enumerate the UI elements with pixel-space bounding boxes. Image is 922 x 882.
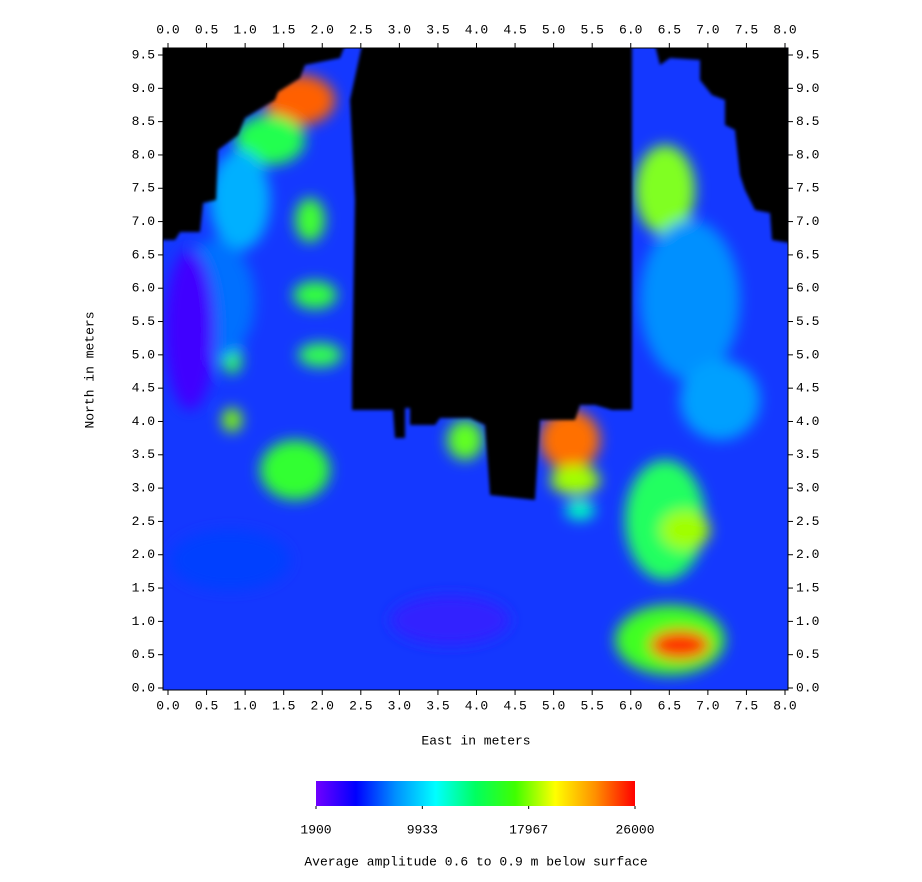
y-tick-label: 1.5 — [132, 580, 155, 595]
y-tick-label-right: 5.5 — [796, 314, 819, 329]
colorbar-tick-label: 17967 — [509, 822, 548, 837]
x-tick-label: 2.5 — [349, 698, 372, 713]
y-tick-label-right: 5.0 — [796, 347, 819, 362]
y-tick-label: 9.5 — [132, 47, 155, 62]
y-tick-label-right: 4.0 — [796, 414, 819, 429]
y-tick-label-right: 8.0 — [796, 147, 819, 162]
x-tick-label-top: 3.0 — [388, 22, 411, 37]
x-tick-label-top: 4.5 — [503, 22, 526, 37]
y-tick-label-right: 2.0 — [796, 547, 819, 562]
y-tick-label: 6.0 — [132, 281, 155, 296]
y-tick-label-right: 9.5 — [796, 47, 819, 62]
y-tick-label-right: 0.5 — [796, 647, 819, 662]
x-tick-label-top: 0.5 — [195, 22, 218, 37]
x-tick-label: 4.5 — [503, 698, 526, 713]
x-tick-label: 7.0 — [696, 698, 719, 713]
x-tick-label: 0.5 — [195, 698, 218, 713]
x-tick-label: 2.0 — [311, 698, 334, 713]
x-tick-label-top: 1.0 — [233, 22, 256, 37]
x-tick-label: 3.5 — [426, 698, 449, 713]
y-tick-label-right: 7.0 — [796, 214, 819, 229]
y-tick-label: 0.5 — [132, 647, 155, 662]
plot-frame — [162, 47, 789, 691]
x-tick-label: 3.0 — [388, 698, 411, 713]
amplitude-blobs — [165, 75, 760, 675]
y-tick-label: 8.0 — [132, 147, 155, 162]
x-tick-label: 7.5 — [735, 698, 758, 713]
y-tick-label-right: 6.0 — [796, 281, 819, 296]
colorbar-tick-label: 9933 — [407, 822, 438, 837]
x-tick-label-top: 8.0 — [773, 22, 796, 37]
x-tick-label: 5.5 — [580, 698, 603, 713]
y-tick-label-right: 9.0 — [796, 81, 819, 96]
x-tick-label-top: 7.0 — [696, 22, 719, 37]
y-tick-label: 6.5 — [132, 247, 155, 262]
y-tick-label: 8.5 — [132, 114, 155, 129]
y-tick-label: 2.5 — [132, 514, 155, 529]
no-data-region — [163, 48, 788, 500]
y-tick-label: 4.0 — [132, 414, 155, 429]
y-tick-label-right: 1.5 — [796, 580, 819, 595]
x-tick-label: 6.0 — [619, 698, 642, 713]
x-tick-label-top: 6.5 — [658, 22, 681, 37]
x-tick-label-top: 5.0 — [542, 22, 565, 37]
y-tick-label-right: 0.0 — [796, 680, 819, 695]
x-tick-label-top: 1.5 — [272, 22, 295, 37]
x-tick-label-top: 7.5 — [735, 22, 758, 37]
x-tick-label: 8.0 — [773, 698, 796, 713]
colorbar-tick-label: 1900 — [300, 822, 331, 837]
colorbar — [316, 781, 635, 806]
x-tick-label-top: 6.0 — [619, 22, 642, 37]
y-tick-label-right: 3.5 — [796, 447, 819, 462]
x-tick-label: 0.0 — [156, 698, 179, 713]
x-tick-label: 1.5 — [272, 698, 295, 713]
y-tick-label-right: 4.5 — [796, 381, 819, 396]
y-tick-label-right: 2.5 — [796, 514, 819, 529]
colorbar-tick-label: 26000 — [615, 822, 654, 837]
y-tick-label: 7.0 — [132, 214, 155, 229]
y-tick-label: 5.0 — [132, 347, 155, 362]
y-tick-label: 4.5 — [132, 381, 155, 396]
y-tick-label-right: 3.0 — [796, 481, 819, 496]
y-tick-label: 1.0 — [132, 614, 155, 629]
y-tick-label: 3.0 — [132, 481, 155, 496]
y-tick-label-right: 6.5 — [796, 247, 819, 262]
x-tick-label-top: 0.0 — [156, 22, 179, 37]
chart-title: Average amplitude 0.6 to 0.9 m below sur… — [304, 854, 647, 869]
x-axis-label: East in meters — [421, 733, 530, 748]
x-tick-label-top: 2.0 — [311, 22, 334, 37]
y-tick-label-right: 7.5 — [796, 181, 819, 196]
amplitude-map — [163, 48, 788, 690]
x-tick-label-top: 5.5 — [580, 22, 603, 37]
x-tick-label: 5.0 — [542, 698, 565, 713]
y-tick-label: 9.0 — [132, 81, 155, 96]
y-tick-label: 2.0 — [132, 547, 155, 562]
x-tick-label: 6.5 — [658, 698, 681, 713]
y-tick-label: 5.5 — [132, 314, 155, 329]
y-tick-label: 3.5 — [132, 447, 155, 462]
y-tick-label: 7.5 — [132, 181, 155, 196]
y-axis-label: North in meters — [82, 311, 97, 428]
x-tick-label: 4.0 — [465, 698, 488, 713]
y-tick-label: 0.0 — [132, 680, 155, 695]
y-tick-label-right: 1.0 — [796, 614, 819, 629]
x-tick-label-top: 4.0 — [465, 22, 488, 37]
y-tick-label-right: 8.5 — [796, 114, 819, 129]
x-tick-label-top: 3.5 — [426, 22, 449, 37]
x-tick-label-top: 2.5 — [349, 22, 372, 37]
x-tick-label: 1.0 — [233, 698, 256, 713]
